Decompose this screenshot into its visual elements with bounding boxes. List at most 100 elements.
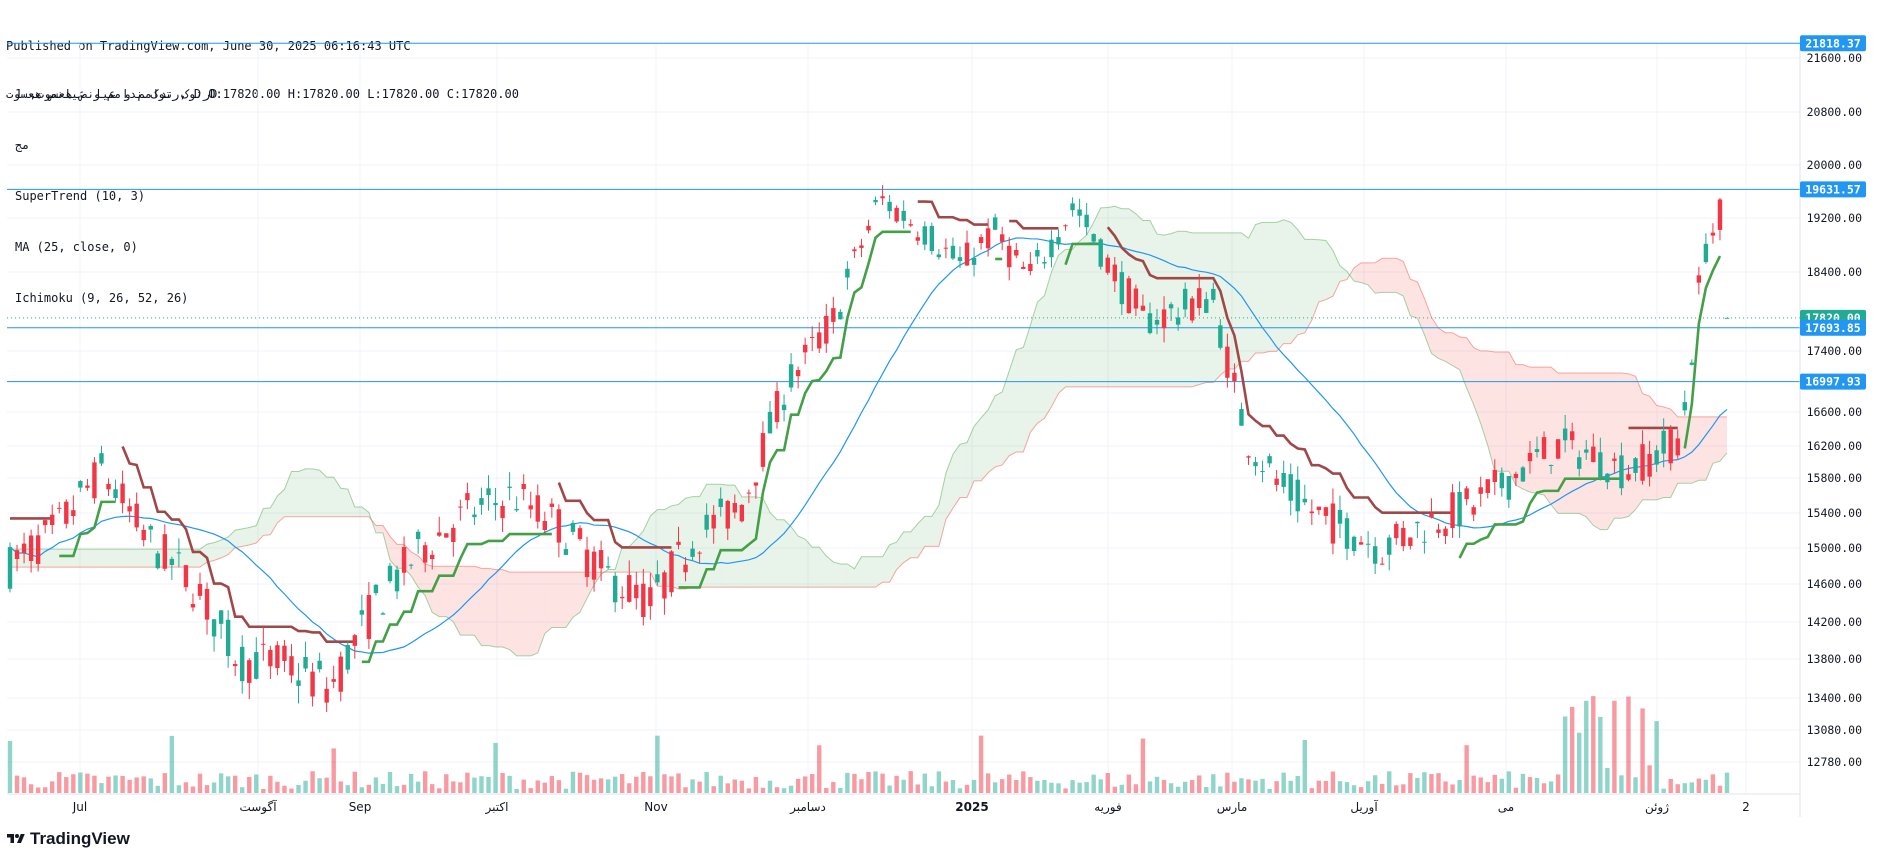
ichimoku-cloud-segment [1501, 351, 1509, 472]
ichimoku-cloud-segment [270, 495, 278, 535]
candle-body [627, 575, 632, 602]
volume-bar [950, 780, 956, 793]
volume-bar [852, 773, 857, 793]
candle-body [648, 587, 653, 607]
volume-bar [324, 777, 329, 793]
candle-body [1379, 563, 1385, 565]
volume-bar [444, 774, 449, 793]
volume-bar [1218, 786, 1223, 793]
candle-body [1232, 372, 1237, 382]
candle-body [598, 550, 604, 569]
volume-bar [1077, 782, 1082, 793]
y-tick-label: 15000.00 [1807, 541, 1862, 555]
candle-body [943, 247, 949, 249]
candle-body [1021, 266, 1026, 269]
ichimoku-cloud-segment [1614, 373, 1622, 519]
volume-bar [528, 788, 533, 793]
volume-bar [92, 775, 97, 793]
ichimoku-cloud-segment [1157, 234, 1165, 387]
volume-bar [1577, 732, 1582, 793]
candle-body [556, 509, 562, 543]
legend-symbol[interactable]: رتوک ندامم و عیانص هعسوت, 1D [15, 87, 218, 101]
volume-bar [1689, 782, 1695, 793]
candle-body [1591, 446, 1596, 463]
volume-bar [1246, 779, 1251, 793]
candle-body [929, 226, 935, 252]
y-tick-label: 13400.00 [1807, 691, 1862, 705]
legend-ichimoku[interactable]: Ichimoku (9, 26, 52, 26) [15, 291, 189, 305]
volume-bar [1464, 745, 1469, 793]
ichimoku-cloud-segment [354, 507, 362, 517]
candle-body [254, 652, 259, 679]
ichimoku-cloud-segment [622, 546, 630, 573]
volume-bar [1049, 782, 1054, 793]
ichimoku-cloud-segment [1459, 336, 1467, 389]
ichimoku-cloud-segment [1628, 373, 1636, 517]
ichimoku-cloud-segment [108, 549, 116, 568]
ichimoku-cloud-segment [861, 556, 869, 588]
tradingview-logo[interactable]: TradingView [6, 828, 130, 850]
volume-bar [458, 782, 463, 793]
candle-body [148, 525, 153, 530]
candle-body [1724, 317, 1730, 319]
candle-body [549, 503, 555, 507]
ichimoku-cloud-segment [1227, 232, 1235, 370]
volume-bar [655, 735, 660, 793]
x-tick-label: دسامبر [789, 800, 826, 815]
candle-body [873, 199, 878, 203]
volume-bar [936, 771, 942, 793]
volume-bar [296, 784, 301, 793]
candle-body [1000, 234, 1005, 242]
ichimoku-cloud-segment [1009, 349, 1017, 456]
volume-bar [1534, 778, 1540, 793]
x-tick-label: فوریه [1094, 800, 1122, 815]
candle-body [1689, 362, 1695, 365]
volume-bar [408, 773, 414, 793]
ichimoku-cloud-segment [235, 528, 243, 548]
legend-ma[interactable]: MA (25, close, 0) [15, 240, 138, 254]
ichimoku-cloud-segment [312, 468, 320, 517]
ichimoku-cloud-segment [777, 519, 785, 588]
ichimoku-cloud-segment [207, 542, 215, 563]
volume-bar [261, 788, 266, 793]
ichimoku-cloud-segment [1719, 416, 1727, 462]
volume-bar [1710, 774, 1716, 793]
candle-body [1358, 542, 1364, 545]
candle-body [570, 522, 576, 532]
candle-body [1499, 472, 1505, 489]
y-tick-label: 20000.00 [1807, 158, 1862, 172]
volume-bar [28, 784, 34, 793]
supertrend-down-line [557, 482, 672, 549]
volume-bar [148, 778, 153, 793]
volume-bar [1000, 779, 1005, 793]
volume-bar [1309, 788, 1315, 793]
candle-body [303, 656, 308, 669]
volume-bar [1654, 721, 1659, 793]
candle-body [373, 584, 379, 594]
volume-bar [971, 779, 977, 793]
legend-supertrend[interactable]: SuperTrend (10, 3) [15, 189, 146, 203]
volume-bar [1014, 780, 1019, 793]
ichimoku-cloud-segment [488, 568, 496, 648]
volume-bar [1401, 784, 1406, 793]
ichimoku-cloud-segment [1417, 281, 1425, 335]
volume-bar [155, 785, 160, 793]
candle-body [1140, 305, 1146, 311]
volume-bar [929, 786, 935, 793]
volume-bar [915, 784, 920, 793]
candle-body [1182, 288, 1188, 310]
candle-body [1147, 313, 1153, 334]
volume-bar [64, 777, 69, 793]
y-tick-label: 14200.00 [1807, 615, 1862, 629]
ichimoku-cloud-segment [762, 498, 770, 588]
volume-bar [577, 772, 583, 793]
legend-sub: مج [15, 138, 30, 152]
candle-body [514, 508, 519, 511]
ichimoku-cloud-segment [530, 572, 538, 656]
volume-bar [1028, 777, 1033, 793]
volume-bar [437, 788, 442, 793]
ichimoku-cloud-segment [425, 563, 433, 613]
ichimoku-cloud-segment [1558, 373, 1566, 514]
ichimoku-cloud-segment [945, 454, 953, 520]
